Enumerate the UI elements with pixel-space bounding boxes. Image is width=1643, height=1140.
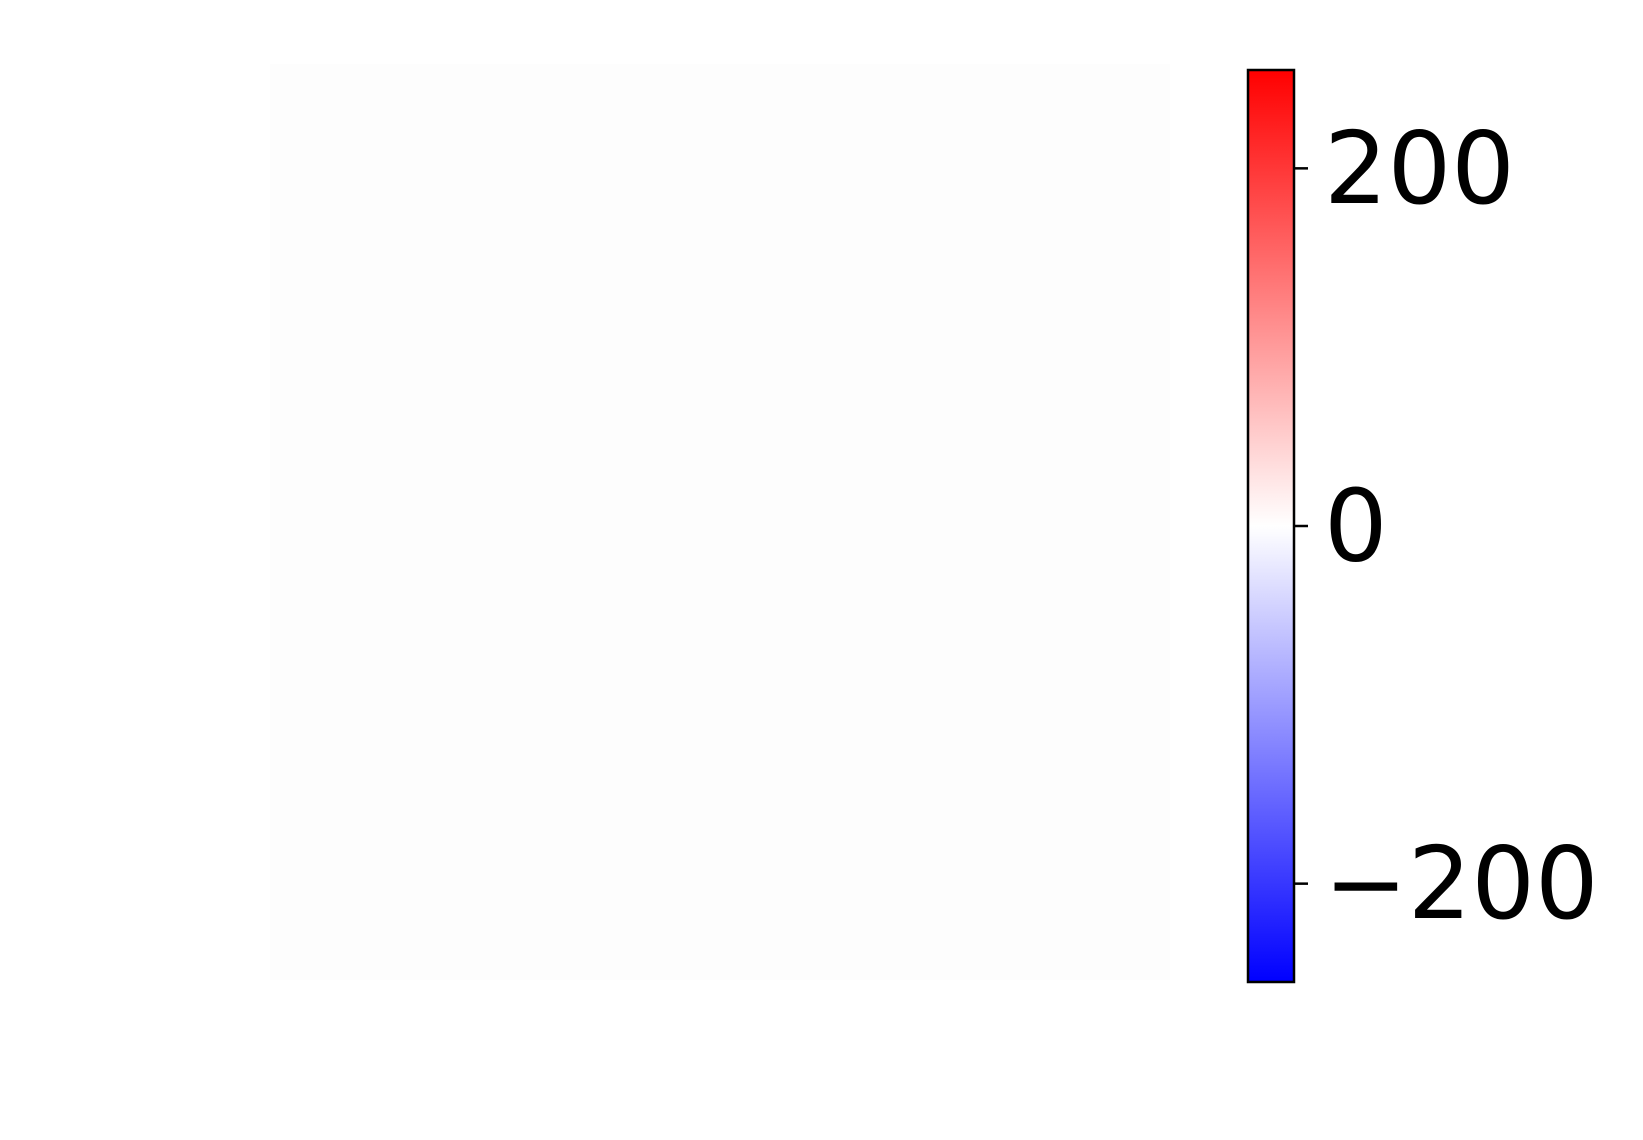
heatmap-area [270, 64, 1170, 980]
colorbar-tick-label: −200 [1324, 825, 1599, 942]
colorbar-tick-label: 0 [1324, 468, 1388, 585]
colorbar-gradient [1248, 70, 1294, 982]
colorbar: 200 0 −200 [1246, 68, 1599, 984]
colorbar-ticks: 200 0 −200 [1294, 110, 1599, 942]
colorbar-tick-label: 200 [1324, 110, 1515, 227]
